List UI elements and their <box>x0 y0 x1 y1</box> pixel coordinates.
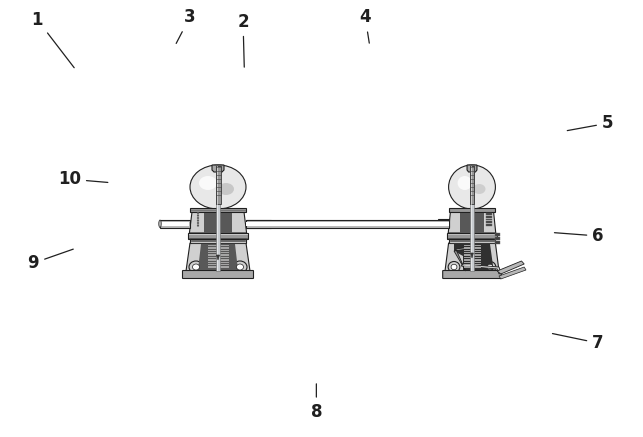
Ellipse shape <box>237 264 244 270</box>
Polygon shape <box>445 243 499 271</box>
Ellipse shape <box>451 264 457 270</box>
Ellipse shape <box>192 264 199 270</box>
Bar <box>494 241 500 243</box>
Bar <box>438 219 449 226</box>
Text: 9: 9 <box>28 249 73 272</box>
Bar <box>470 166 474 204</box>
Ellipse shape <box>197 222 199 224</box>
Polygon shape <box>204 212 232 232</box>
Bar <box>246 222 270 226</box>
Bar <box>486 224 492 226</box>
Polygon shape <box>198 244 238 270</box>
Ellipse shape <box>449 165 495 209</box>
Ellipse shape <box>218 183 234 195</box>
Bar <box>447 233 497 239</box>
Ellipse shape <box>233 261 247 273</box>
Polygon shape <box>497 261 524 274</box>
Ellipse shape <box>448 261 460 273</box>
Polygon shape <box>471 253 473 258</box>
Polygon shape <box>186 243 250 271</box>
Bar <box>471 166 474 271</box>
Polygon shape <box>448 212 496 233</box>
Text: 5: 5 <box>567 114 613 132</box>
Ellipse shape <box>487 264 493 270</box>
Bar <box>246 220 271 228</box>
Ellipse shape <box>484 261 496 273</box>
Bar <box>217 166 219 271</box>
Text: 1: 1 <box>32 10 74 68</box>
Polygon shape <box>460 212 484 232</box>
Bar <box>486 218 492 220</box>
Ellipse shape <box>159 220 161 228</box>
Text: 3: 3 <box>176 8 195 43</box>
Text: 2: 2 <box>237 13 249 67</box>
Bar <box>246 220 449 228</box>
Text: 7: 7 <box>552 333 604 352</box>
Polygon shape <box>461 264 501 274</box>
Bar <box>494 237 500 239</box>
Bar <box>486 213 492 215</box>
FancyBboxPatch shape <box>183 271 253 278</box>
Text: 6: 6 <box>554 227 604 245</box>
Polygon shape <box>190 212 247 233</box>
Ellipse shape <box>458 176 472 190</box>
Ellipse shape <box>199 176 217 190</box>
Ellipse shape <box>197 215 199 216</box>
Bar <box>246 222 449 226</box>
Ellipse shape <box>197 217 199 219</box>
Bar <box>215 166 221 204</box>
Ellipse shape <box>197 220 199 222</box>
Text: 4: 4 <box>359 8 371 43</box>
Ellipse shape <box>197 225 199 226</box>
Polygon shape <box>467 165 477 172</box>
Polygon shape <box>499 267 526 279</box>
Bar <box>216 166 220 271</box>
Polygon shape <box>454 244 494 270</box>
Polygon shape <box>217 255 219 260</box>
Bar <box>449 239 495 243</box>
Bar <box>188 233 248 239</box>
Ellipse shape <box>473 184 485 194</box>
Ellipse shape <box>190 165 246 209</box>
FancyBboxPatch shape <box>442 271 502 278</box>
Ellipse shape <box>197 212 199 214</box>
Bar <box>449 208 495 212</box>
Polygon shape <box>454 247 474 271</box>
Bar <box>494 233 500 236</box>
Bar <box>190 239 246 243</box>
Bar <box>486 222 492 223</box>
Text: 8: 8 <box>311 384 322 421</box>
Bar <box>471 166 472 271</box>
Bar <box>160 220 190 228</box>
Bar <box>486 216 492 218</box>
Ellipse shape <box>189 261 203 273</box>
Bar <box>190 208 246 212</box>
Text: 10: 10 <box>58 170 108 188</box>
Bar <box>161 222 189 226</box>
Polygon shape <box>212 165 224 172</box>
